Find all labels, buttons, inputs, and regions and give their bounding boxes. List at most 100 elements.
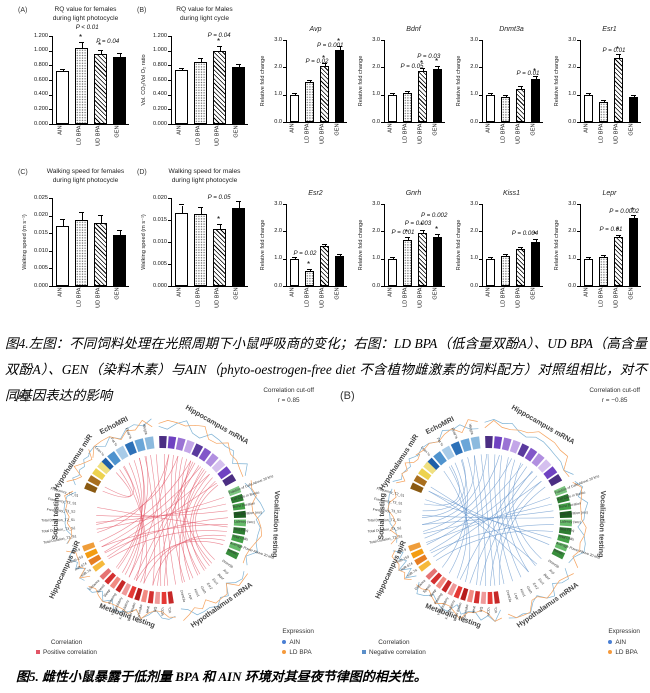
gene-expression-panel: Lepr Relative fold change * * P = 0.01 P = 0.… [550, 188, 645, 326]
y-tick-mark [283, 204, 286, 205]
error-bar [200, 58, 202, 62]
segment-label: miR-153 [396, 555, 410, 564]
segment-label: miR-9 [397, 548, 407, 555]
bar [486, 94, 495, 122]
sector-title: Social testing [50, 493, 61, 540]
figure4-caption: 图4.左图：不同饲料处理在光照周期下小鼠呼吸商的变化；右图：LD BPA（低含量… [5, 336, 647, 404]
y-tick-mark [49, 50, 52, 52]
y-tick-label: 0.020 [153, 194, 167, 201]
error-bar [62, 219, 64, 227]
y-tick-mark [168, 220, 171, 221]
y-tick-mark [49, 36, 52, 37]
cutoff-title: Correlation cut-off [589, 387, 640, 394]
bar [433, 68, 442, 122]
y-tick-label: 3.0 [470, 36, 478, 43]
sector-segment [205, 453, 219, 467]
bar [113, 234, 126, 286]
x-tick-label: UD BPA [515, 287, 521, 308]
y-tick-label: 1.0 [568, 255, 576, 262]
segment-label: Lean % [94, 445, 105, 456]
expression-profile-line [242, 480, 262, 564]
expression-profile-line [572, 481, 587, 568]
segment-label: RQ [479, 606, 483, 612]
sector-segment [430, 572, 443, 585]
correlation-chord [150, 454, 162, 587]
error-bar [181, 69, 183, 71]
gene-expression-panel: Gnrh Relative fold change * * * P = 0.01 P = 0… [354, 188, 449, 326]
sector-segment [524, 447, 538, 462]
plot-area: * P = 0.01 [580, 40, 641, 123]
panel-title: Esr2 [308, 190, 323, 197]
error-bar [324, 245, 326, 247]
segment-label: RQ [153, 606, 157, 612]
error-bar-cap [198, 207, 203, 209]
y-tick-mark [381, 94, 384, 96]
bar [486, 258, 495, 286]
y-tick-label: 0.015 [153, 216, 167, 223]
segment-label: Total Duration_T2_S1 [41, 518, 75, 522]
segment-label: Frequency_T3_S1 [48, 497, 77, 506]
expression-profile-line [508, 568, 569, 619]
error-bar-cap [435, 234, 440, 236]
correlation-chord [422, 454, 500, 532]
error-bar [520, 247, 522, 250]
sector-segment [225, 548, 240, 560]
bar [335, 49, 344, 122]
correlation-cutoff: Correlation cut-off r = 0.85 [263, 386, 314, 405]
segment-label: Esr1 [537, 578, 545, 586]
y-tick-mark [168, 264, 171, 265]
p-value-annotation: P = 0.03 [417, 53, 441, 61]
error-bar [437, 235, 439, 237]
y-tick-label: 0.600 [34, 76, 48, 83]
x-tick-label: UD BPA [95, 125, 101, 146]
y-tick-mark [49, 233, 52, 235]
segment-label: Call Duration (ms) [234, 510, 262, 516]
sector-segment [543, 466, 558, 480]
panel-title: Walking speed for males during light phot… [168, 168, 241, 184]
error-bar-cap [533, 76, 538, 78]
y-tick-mark [479, 258, 482, 260]
sector-segment [167, 436, 177, 450]
correlation-chord [174, 455, 194, 579]
y-tick-mark [479, 231, 482, 233]
error-bar-cap [79, 211, 84, 213]
x-tick-label: LD BPA [195, 125, 201, 145]
bar [516, 88, 525, 122]
segment-label: Lean % [420, 445, 431, 456]
error-bar [490, 257, 492, 259]
figure4-respirometry-panels: (A) RQ value for females during light phot… [18, 6, 254, 324]
correlation-chord [178, 474, 210, 583]
correlation-swatch [36, 649, 40, 654]
y-tick-label: 0.0 [568, 282, 576, 289]
correlation-chord [157, 461, 194, 586]
bar [614, 57, 623, 122]
y-tick-mark [577, 67, 580, 69]
correlation-chord [448, 466, 468, 579]
x-tick-label: AIN [485, 123, 491, 133]
sector-segment [559, 510, 572, 519]
expression-profile-line [416, 424, 479, 457]
expression-profile-line [63, 491, 77, 544]
panel-label: (A) [18, 7, 28, 14]
correlation-chord [101, 524, 228, 548]
error-bar [219, 224, 221, 230]
segment-label: # of Calls in Bursts [557, 490, 586, 502]
plot-area: * * P = 0.05 P = 0.03 [384, 40, 445, 123]
segment-label: Rearing [433, 592, 443, 605]
segment-label: Frequency_T3_S2 [47, 508, 76, 514]
segment-label: Lepr [187, 592, 193, 601]
correlation-chord [428, 490, 529, 573]
bar [75, 219, 88, 286]
error-bar-cap [631, 214, 636, 216]
respirometry-panel: (C) Walking speed for females during light… [18, 168, 135, 324]
bar [194, 61, 207, 124]
sector-segment [414, 554, 428, 566]
segment-label: VO₂ [168, 606, 173, 613]
error-bar [238, 202, 240, 208]
x-tick-label: UD BPA [613, 287, 619, 308]
sector-segment [115, 579, 126, 593]
panel-title: Kiss1 [502, 190, 521, 197]
x-tick-label: LD BPA [76, 287, 82, 307]
x-tick-label: AIN [289, 123, 295, 133]
significance-star: * [616, 45, 620, 55]
